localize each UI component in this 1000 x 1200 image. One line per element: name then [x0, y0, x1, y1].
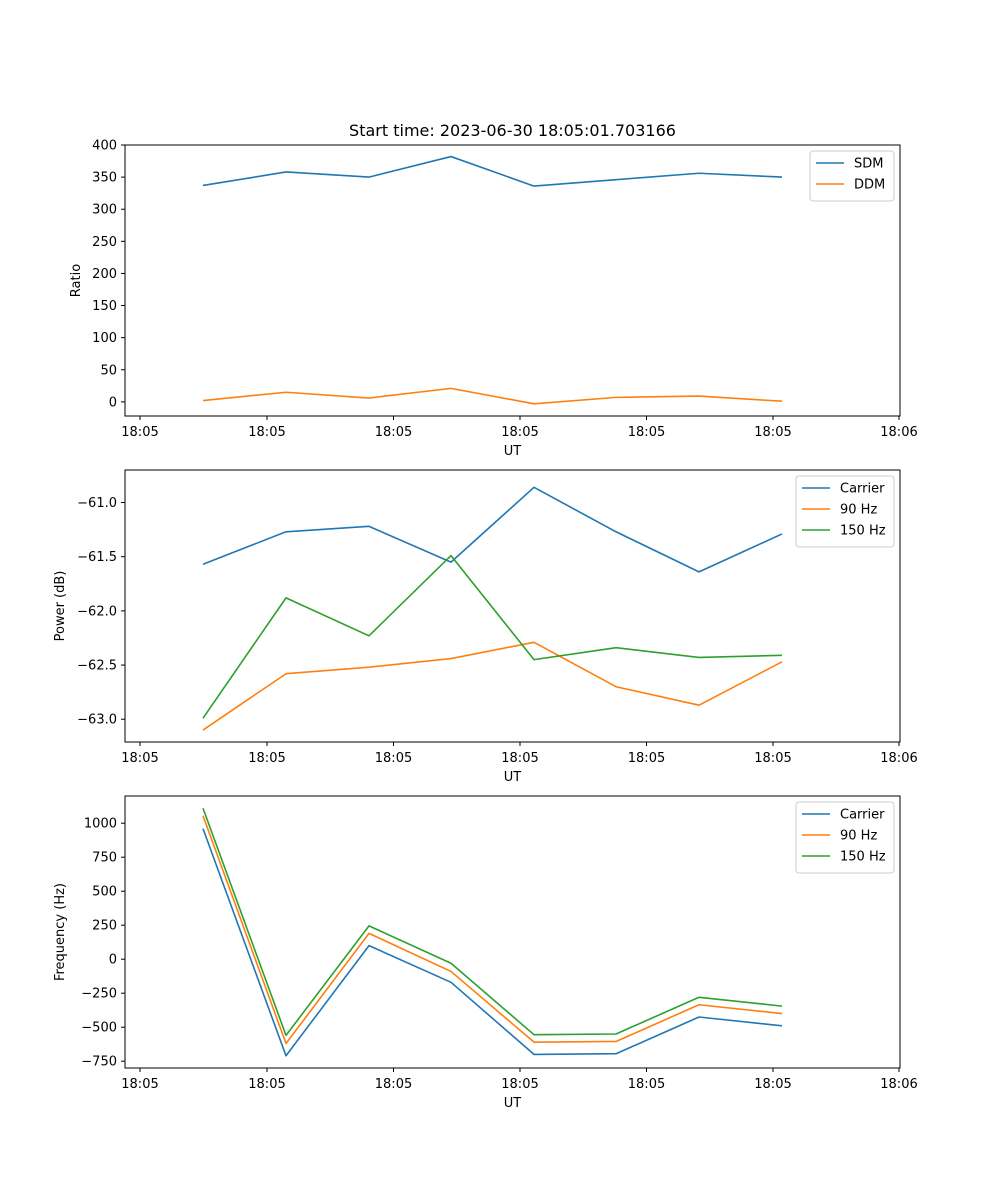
- legend: SDM DDM: [809, 150, 895, 202]
- y-tick-label: −62.5: [77, 659, 117, 674]
- x-axis-label: UT: [504, 444, 522, 459]
- series-line-90-hz: [202, 641, 783, 731]
- x-tick-label: 18:05: [754, 751, 791, 766]
- x-tick-label: 18:05: [248, 425, 285, 440]
- x-tick-label: 18:05: [248, 1077, 285, 1092]
- x-tick-label: 18:06: [880, 1077, 917, 1092]
- y-tick-label: −61.5: [77, 550, 117, 565]
- legend: Carrier 90 Hz 150 Hz: [795, 475, 895, 548]
- series-line-carrier: [202, 486, 783, 573]
- y-tick-label: 0: [109, 953, 117, 968]
- x-tick-label: 18:05: [121, 1077, 158, 1092]
- y-tick-label: −63.0: [77, 713, 117, 728]
- y-axis-label: Frequency (Hz): [53, 883, 68, 981]
- y-tick-label: 1000: [84, 817, 117, 832]
- y-tick-label: −250: [81, 987, 117, 1002]
- y-tick-label: 200: [92, 267, 117, 282]
- y-tick-label: 300: [92, 203, 117, 218]
- y-tick-label: 750: [92, 851, 117, 866]
- y-tick-label: 250: [92, 919, 117, 934]
- x-tick-label: 18:05: [248, 751, 285, 766]
- series-line-150-hz: [202, 554, 783, 719]
- x-tick-label: 18:05: [121, 751, 158, 766]
- chart-panel-1: 18:05 18:05 18:05 18:05 18:05 18:05 18:06 0 50 10…: [69, 139, 918, 460]
- y-tick-label: 400: [92, 139, 117, 154]
- legend-label: 150 Hz: [840, 524, 886, 539]
- legend-label: Carrier: [840, 482, 885, 497]
- x-tick-label: 18:05: [375, 425, 412, 440]
- x-tick-label: 18:05: [628, 751, 665, 766]
- y-axis-label: Ratio: [69, 264, 84, 297]
- plot-frame: [124, 144, 901, 417]
- chart-panel-2: 18:05 18:05 18:05 18:05 18:05 18:05 18:06 −63.0…: [53, 469, 918, 785]
- y-tick-label: 0: [109, 395, 117, 410]
- y-tick-label: 250: [92, 235, 117, 250]
- legend-label: 90 Hz: [840, 829, 877, 844]
- plot-frame: [124, 795, 901, 1069]
- y-tick-label: 50: [100, 363, 117, 378]
- legend-label: DDM: [854, 178, 885, 193]
- x-tick-label: 18:05: [754, 425, 791, 440]
- y-tick-label: −750: [81, 1055, 117, 1070]
- figure-title: Start time: 2023-06-30 18:05:01.703166: [349, 121, 676, 140]
- plot-frame: [124, 469, 901, 743]
- y-tick-label: 350: [92, 171, 117, 186]
- x-tick-label: 18:05: [375, 751, 412, 766]
- x-tick-label: 18:05: [501, 1077, 538, 1092]
- y-tick-label: 150: [92, 299, 117, 314]
- legend-label: SDM: [854, 157, 883, 172]
- series-line-sdm: [202, 155, 783, 187]
- legend-label: Carrier: [840, 808, 885, 823]
- x-tick-label: 18:06: [880, 425, 917, 440]
- x-tick-label: 18:05: [121, 425, 158, 440]
- chart-panel-3: 18:05 18:05 18:05 18:05 18:05 18:05 18:06 −750 −…: [53, 795, 918, 1111]
- y-tick-label: 100: [92, 331, 117, 346]
- x-tick-label: 18:05: [501, 425, 538, 440]
- y-tick-label: −62.0: [77, 604, 117, 619]
- x-tick-label: 18:05: [501, 751, 538, 766]
- x-tick-label: 18:05: [754, 1077, 791, 1092]
- x-tick-label: 18:05: [628, 425, 665, 440]
- legend-label: 150 Hz: [840, 850, 886, 865]
- y-axis-label: Power (dB): [53, 571, 68, 642]
- y-tick-label: −500: [81, 1021, 117, 1036]
- y-tick-label: 500: [92, 885, 117, 900]
- legend: Carrier 90 Hz 150 Hz: [795, 801, 895, 874]
- x-tick-label: 18:05: [628, 1077, 665, 1092]
- x-tick-label: 18:05: [375, 1077, 412, 1092]
- series-line-carrier: [202, 828, 783, 1057]
- x-axis-label: UT: [504, 1096, 522, 1111]
- series-line-90-hz: [202, 815, 783, 1045]
- series-line-ddm: [202, 387, 783, 405]
- x-tick-label: 18:06: [880, 751, 917, 766]
- legend-label: 90 Hz: [840, 503, 877, 518]
- y-tick-label: −61.0: [77, 496, 117, 511]
- series-line-150-hz: [202, 807, 783, 1037]
- x-axis-label: UT: [504, 770, 522, 785]
